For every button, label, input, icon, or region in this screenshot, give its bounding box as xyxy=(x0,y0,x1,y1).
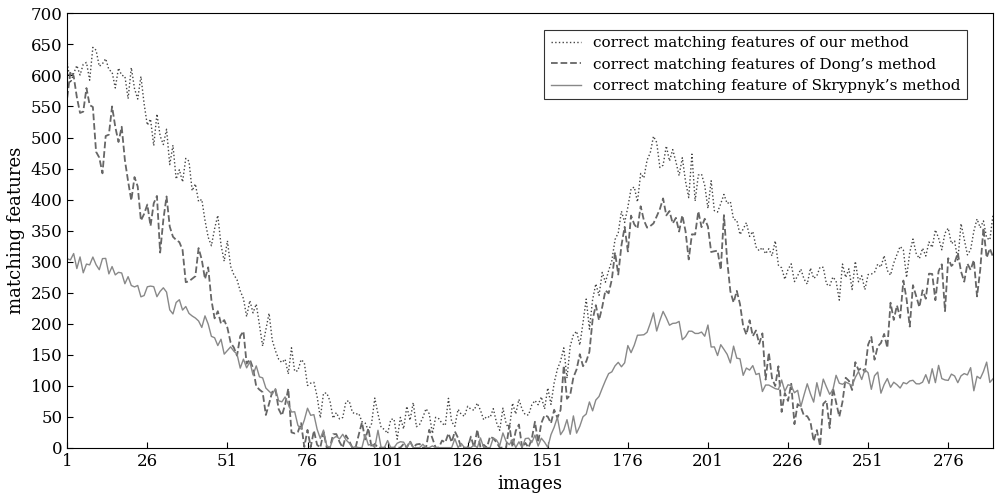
correct matching features of Dong’s method xyxy=(958,278,970,284)
correct matching features of our method xyxy=(987,212,999,218)
correct matching features of Dong’s method xyxy=(77,108,89,114)
Line: correct matching features of Dong’s method: correct matching features of Dong’s meth… xyxy=(67,72,993,448)
correct matching features of Dong’s method xyxy=(875,340,887,346)
correct matching features of our method xyxy=(282,371,294,377)
correct matching feature of Skrypnyk’s method xyxy=(77,270,89,276)
correct matching feature of Skrypnyk’s method xyxy=(61,256,73,262)
correct matching features of our method xyxy=(625,186,637,192)
correct matching features of Dong’s method xyxy=(474,444,486,450)
correct matching features of our method xyxy=(474,408,486,414)
correct matching features of Dong’s method xyxy=(282,386,294,392)
correct matching feature of Skrypnyk’s method xyxy=(875,390,887,396)
Y-axis label: matching features: matching features xyxy=(7,147,25,314)
correct matching feature of Skrypnyk’s method xyxy=(282,401,294,407)
correct matching feature of Skrypnyk’s method xyxy=(474,435,486,441)
correct matching features of Dong’s method xyxy=(64,68,76,74)
correct matching features of Dong’s method xyxy=(987,254,999,260)
correct matching feature of Skrypnyk’s method xyxy=(958,370,970,376)
correct matching features of our method xyxy=(875,264,887,270)
correct matching features of our method xyxy=(391,436,403,442)
correct matching features of Dong’s method xyxy=(61,94,73,100)
correct matching feature of Skrypnyk’s method xyxy=(625,350,637,356)
correct matching features of Dong’s method xyxy=(314,444,326,450)
correct matching feature of Skrypnyk’s method xyxy=(68,250,80,256)
X-axis label: images: images xyxy=(498,475,563,493)
correct matching features of our method xyxy=(958,236,970,242)
Line: correct matching features of our method: correct matching features of our method xyxy=(67,48,993,439)
Line: correct matching feature of Skrypnyk’s method: correct matching feature of Skrypnyk’s m… xyxy=(67,254,993,448)
correct matching features of our method xyxy=(87,44,99,51)
correct matching feature of Skrypnyk’s method xyxy=(324,444,336,450)
correct matching feature of Skrypnyk’s method xyxy=(987,376,999,382)
correct matching features of our method xyxy=(74,72,86,78)
correct matching features of Dong’s method xyxy=(625,212,637,218)
Legend: correct matching features of our method, correct matching features of Dong’s met: correct matching features of our method,… xyxy=(544,30,967,100)
correct matching features of our method xyxy=(61,60,73,66)
